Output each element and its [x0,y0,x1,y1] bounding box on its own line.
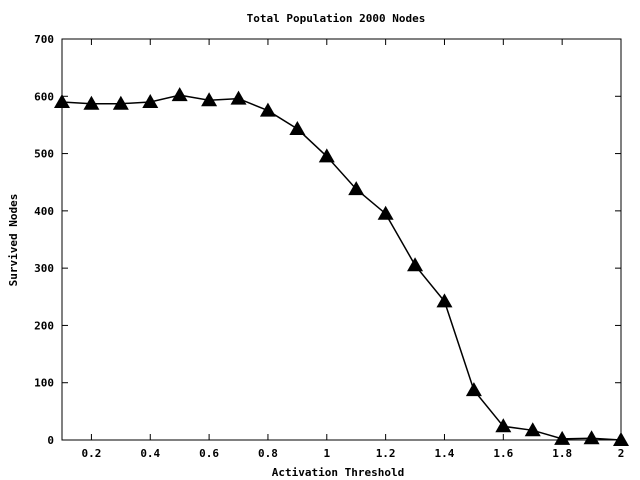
x-tick-label: 0.8 [258,447,278,460]
x-axis-ticks: 0.2 0.4 0.6 0.8 1 1.2 1.4 1.6 1.8 2 [81,39,624,460]
data-point-marker [554,430,571,445]
x-tick-label: 1 [323,447,330,460]
y-tick-label: 600 [34,90,54,103]
y-axis-ticks: 0 100 200 300 400 500 600 700 [34,33,621,447]
y-tick-label: 100 [34,377,54,390]
x-tick-label: 1.2 [376,447,396,460]
data-point-marker [112,95,129,110]
data-point-marker [465,382,482,397]
x-axis-label: Activation Threshold [272,466,404,479]
data-point-marker [318,148,335,163]
plot-frame [61,38,622,441]
data-point-marker [436,293,453,308]
data-point-marker [377,205,394,220]
data-point-marker [613,432,629,446]
x-tick-label: 0.2 [81,447,101,460]
data-point-marker [230,90,247,105]
x-tick-label: 1.6 [493,447,513,460]
y-tick-label: 400 [34,205,54,218]
data-point-marker [583,430,600,445]
data-point-marker [524,422,541,437]
data-point-marker [54,94,70,109]
chart-title: Total Population 2000 Nodes [247,12,426,25]
series-line [61,94,622,441]
y-tick-label: 500 [34,148,54,161]
data-point-marker [289,120,306,135]
y-axis-label: Survived Nodes [7,194,20,287]
data-point-marker [407,257,424,272]
data-point-marker [83,95,100,110]
series-layer [54,87,629,446]
x-tick-label: 0.6 [199,447,219,460]
y-tick-label: 0 [47,434,54,447]
y-tick-label: 300 [34,262,54,275]
y-tick-label: 700 [34,33,54,46]
x-tick-label: 2 [618,447,625,460]
data-point-marker [495,418,512,433]
data-point-marker [259,102,276,117]
data-point-marker [201,92,218,107]
x-tick-label: 0.4 [140,447,160,460]
data-point-marker [142,94,159,109]
y-tick-label: 200 [34,319,54,332]
data-point-marker [348,181,365,196]
x-tick-label: 1.8 [552,447,572,460]
x-tick-label: 1.4 [435,447,455,460]
data-point-marker [171,87,188,102]
